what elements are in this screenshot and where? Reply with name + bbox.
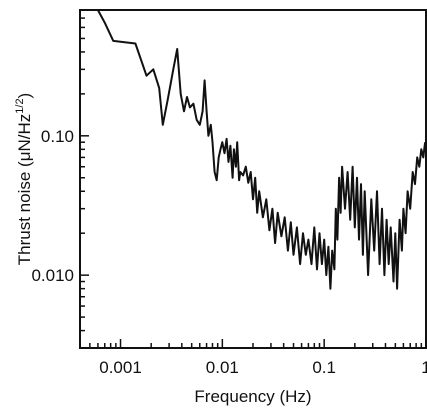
x-tick-label: 0.1 <box>312 358 336 377</box>
x-tick-label: 0.001 <box>99 358 142 377</box>
plot-frame <box>79 9 427 349</box>
y-tick-label: 0.010 <box>31 266 74 285</box>
y-axis-title-sup: 1/2 <box>14 98 26 113</box>
x-axis-title: Frequency (Hz) <box>194 387 311 406</box>
x-tick-label: 1 <box>421 358 427 377</box>
y-axis-title: Thrust noise (μN/Hz1/2) <box>14 93 34 265</box>
thrust-noise-line <box>94 9 427 290</box>
y-axis-title-close: ) <box>15 93 34 99</box>
y-axis-title-main: Thrust noise (μN/Hz <box>15 114 34 266</box>
x-tick-label: 0.01 <box>206 358 239 377</box>
tick-labels: 0.001 0.01 0.1 1 0.10 0.010 <box>31 127 427 377</box>
tick-marks <box>79 9 427 349</box>
y-tick-label: 0.10 <box>41 127 74 146</box>
